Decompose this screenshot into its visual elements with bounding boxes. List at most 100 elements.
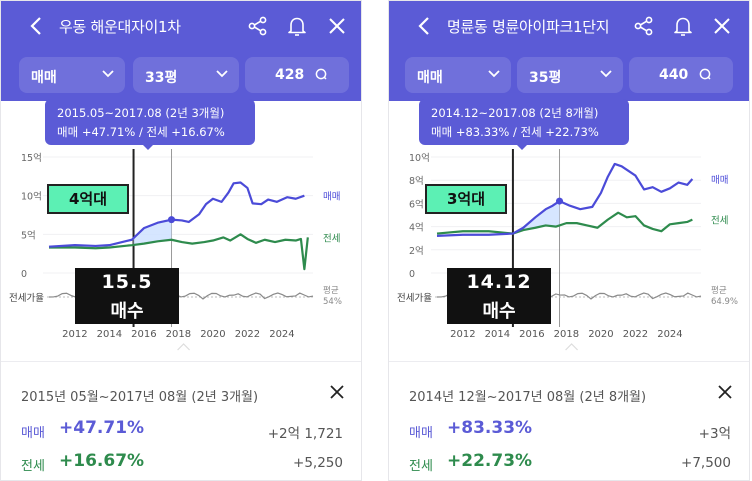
filter-bar: 매매 35평 440 [389, 57, 749, 93]
buy-marker-number: 15.5 [101, 271, 153, 293]
x-tick-label: 2014 [485, 329, 510, 340]
x-tick-label: 2016 [519, 329, 544, 340]
bell-icon[interactable] [286, 15, 308, 37]
y-tick-label: 0 [409, 269, 415, 280]
share-icon[interactable] [633, 15, 655, 37]
summary-card: 2014년 12월~2017년 08월 (2년 8개월) 매매 +83.33% … [389, 362, 749, 480]
x-tick-label: 2018 [554, 329, 579, 340]
period-tooltip: 2015.05~2017.08 (2년 3개월) 매매 +47.71% / 전세… [45, 99, 255, 150]
sale-amount: +3억 [698, 426, 731, 442]
summary-rent-row: 전세 +22.73% +7,500 [409, 451, 731, 475]
sale-series-line [48, 181, 305, 248]
comment-count: 428 [275, 67, 305, 83]
tooltip-change: 매매 +47.71% / 전세 +16.67% [57, 125, 225, 139]
sale-pct: +83.33% [447, 418, 533, 438]
close-icon[interactable] [326, 15, 348, 37]
buy-marker-box: 14.12 매수 [447, 268, 551, 324]
buy-marker-label: 매수 [482, 301, 516, 322]
sale-pct: +47.71% [59, 418, 145, 438]
ratio-label: 전세가율 [397, 293, 432, 304]
y-tick-label: 6억 [409, 198, 424, 210]
size-dropdown[interactable]: 33평 [133, 57, 239, 93]
summary-period: 2014년 12월~2017년 08월 (2년 8개월) [409, 390, 647, 405]
summary-rent-row: 전세 +16.67% +5,250 [21, 451, 343, 475]
apartment-title: 명륜동 명륜아이파크1단지 [447, 18, 610, 36]
rent-amount: +5,250 [293, 455, 343, 471]
buy-marker-number: 14.12 [466, 271, 532, 293]
ratio-label: 전세가율 [9, 293, 44, 304]
close-icon[interactable] [711, 15, 733, 37]
price-band-label: 3억대 [425, 184, 507, 214]
sale-legend-label: 매매 [711, 175, 728, 186]
tooltip-pointer [515, 143, 529, 150]
x-tick-label: 2014 [97, 329, 122, 340]
trade-type-dropdown[interactable]: 매매 [19, 57, 125, 93]
rent-pct: +16.67% [59, 451, 145, 471]
buy-marker-label: 매수 [110, 301, 144, 322]
price-chart[interactable]: 10억 8억 6억 4억 2억 0 2012 2014 2016 2018 2020 2022 2024… [389, 101, 749, 351]
summary-sale-row: 매매 +83.33% +3억 [409, 418, 731, 442]
y-tick-label: 5억 [21, 229, 36, 241]
tooltip-period: 2014.12~2017.08 (2년 8개월) [431, 106, 599, 120]
tooltip-change: 매매 +83.33% / 전세 +22.73% [431, 125, 599, 139]
chevron-down-icon [102, 70, 114, 78]
divider [1, 361, 361, 362]
top-bar: 명륜동 명륜아이파크1단지 [389, 1, 749, 51]
y-tick-label: 0 [21, 269, 27, 280]
ratio-legend-text: 평균 [711, 285, 727, 296]
period-gain-area [133, 219, 172, 245]
y-tick-label: 10억 [21, 191, 42, 203]
rent-label: 전세 [409, 459, 433, 474]
share-icon[interactable] [247, 15, 269, 37]
rent-label: 전세 [21, 459, 45, 474]
y-tick-label: 10억 [409, 152, 430, 164]
rent-series-line [436, 211, 693, 235]
x-tick-label: 2020 [588, 329, 613, 340]
back-arrow-icon[interactable] [415, 15, 435, 37]
x-tick-label: 2018 [166, 329, 191, 340]
ratio-legend-text: 64.9% [711, 297, 738, 307]
rent-legend-label: 전세 [711, 216, 728, 227]
comment-count-button[interactable]: 440 [629, 57, 733, 93]
filter-bar: 매매 33평 428 [1, 57, 361, 93]
close-icon[interactable] [717, 384, 733, 400]
rent-amount: +7,500 [681, 455, 731, 471]
header: 명륜동 명륜아이파크1단지 매매 35평 440 [389, 1, 749, 101]
y-tick-label: 15억 [21, 152, 42, 164]
chat-bubble-icon [699, 68, 711, 80]
sale-label: 매매 [21, 426, 45, 441]
chevron-down-icon [488, 70, 500, 78]
size-dropdown[interactable]: 35평 [517, 57, 623, 93]
x-tick-label: 2024 [269, 329, 294, 340]
size-value: 33평 [145, 70, 178, 86]
y-tick-label: 2억 [409, 245, 424, 257]
y-tick-label: 8억 [409, 175, 424, 187]
summary-sale-row: 매매 +47.71% +2억 1,721 [21, 418, 343, 442]
divider [389, 361, 749, 362]
trade-type-value: 매매 [417, 70, 443, 86]
back-arrow-icon[interactable] [27, 15, 47, 37]
size-value: 35평 [529, 70, 562, 86]
close-icon[interactable] [329, 384, 345, 400]
comment-count-button[interactable]: 428 [245, 57, 349, 93]
price-band-label: 4억대 [47, 184, 129, 214]
trade-type-value: 매매 [31, 70, 57, 86]
comment-count: 440 [659, 67, 689, 83]
sale-point-marker [556, 197, 564, 205]
x-tick-label: 2022 [235, 329, 260, 340]
chat-bubble-icon [315, 68, 327, 80]
trade-type-dropdown[interactable]: 매매 [405, 57, 511, 93]
scrubber-caret-icon [177, 343, 191, 351]
sale-amount: +2억 1,721 [267, 426, 343, 442]
left-panel: 우동 해운대자이1차 매매 33평 428 15억 10억 5억 0 2012 2014 2… [0, 0, 362, 481]
x-tick-label: 2020 [200, 329, 225, 340]
x-tick-label: 2012 [450, 329, 475, 340]
tooltip-pointer [141, 143, 155, 150]
summary-period: 2015년 05월~2017년 08월 (2년 3개월) [21, 390, 259, 405]
sale-point-marker [168, 216, 176, 224]
bell-icon[interactable] [672, 15, 694, 37]
ratio-legend-text: 54% [323, 297, 342, 307]
sale-legend-label: 매매 [323, 192, 340, 203]
buy-marker-box: 15.5 매수 [75, 268, 179, 324]
top-bar: 우동 해운대자이1차 [1, 1, 361, 51]
